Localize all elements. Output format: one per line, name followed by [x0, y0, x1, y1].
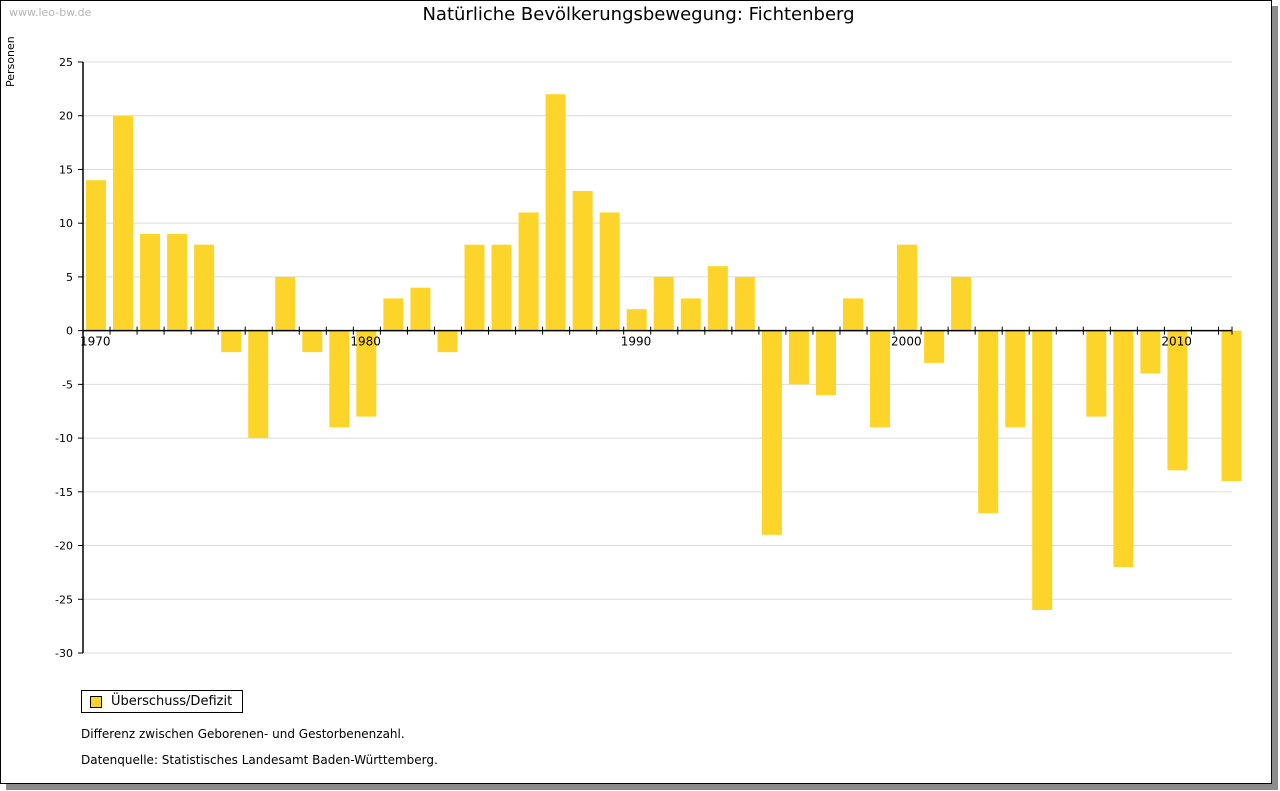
- y-tick-label: -30: [55, 647, 73, 660]
- y-tick-label: 25: [59, 56, 73, 69]
- bar-2009: [1140, 330, 1161, 374]
- bar-1972: [140, 233, 161, 331]
- bar-1974: [194, 244, 215, 331]
- y-tick-label: 10: [59, 217, 73, 230]
- x-tick-label: 2000: [891, 335, 922, 349]
- x-tick-label: 1990: [621, 335, 652, 349]
- y-tick-label: -5: [62, 378, 73, 391]
- bar-1975: [221, 330, 242, 353]
- bar-1987: [545, 94, 566, 331]
- bar-1996: [788, 330, 809, 385]
- bar-1998: [842, 298, 863, 331]
- y-tick-label: -25: [55, 593, 73, 606]
- chart-title: Natürliche Bevölkerungsbewegung: Fichten…: [422, 4, 855, 25]
- y-tick-label: 5: [66, 271, 73, 284]
- bar-1978: [302, 330, 323, 353]
- bar-2010: [1167, 330, 1188, 471]
- watermark: www.leo-bw.de: [9, 6, 92, 19]
- x-tick-label: 1980: [350, 335, 381, 349]
- legend: Überschuss/Defizit: [81, 690, 244, 713]
- bar-1982: [410, 287, 431, 331]
- bar-2004: [1005, 330, 1026, 428]
- bar-2001: [924, 330, 945, 363]
- y-tick-label: -10: [55, 432, 73, 445]
- bar-1992: [680, 298, 701, 331]
- bar-2002: [951, 276, 972, 331]
- bar-1997: [815, 330, 836, 396]
- bar-2000: [897, 244, 918, 331]
- y-tick-label: 0: [66, 325, 73, 338]
- bar-1979: [329, 330, 350, 428]
- x-tick-label: 2010: [1161, 335, 1192, 349]
- y-tick-label: 15: [59, 163, 73, 176]
- x-tick-label: 1970: [80, 335, 111, 349]
- legend-swatch: [90, 695, 102, 708]
- bar-2005: [1032, 330, 1053, 611]
- y-tick-label: -15: [55, 486, 73, 499]
- note-difference: Differenz zwischen Geborenen- und Gestor…: [81, 727, 405, 741]
- bar-1977: [275, 276, 296, 331]
- bar-1976: [248, 330, 269, 439]
- bar-2007: [1086, 330, 1107, 417]
- bar-1970: [86, 180, 106, 331]
- bar-1986: [518, 212, 539, 331]
- y-tick-label: -20: [55, 540, 73, 553]
- bar-1980: [356, 330, 377, 417]
- bar-1990: [626, 309, 647, 331]
- bar-1984: [464, 244, 485, 331]
- note-source: Datenquelle: Statistisches Landesamt Bad…: [81, 753, 438, 767]
- bar-2008: [1113, 330, 1134, 568]
- bar-1989: [599, 212, 620, 331]
- bar-1983: [437, 330, 458, 353]
- bar-1985: [491, 244, 512, 331]
- bar-1971: [113, 115, 134, 331]
- bar-1994: [734, 276, 755, 331]
- y-tick-label: 20: [59, 110, 73, 123]
- bar-1999: [870, 330, 891, 428]
- bar-1973: [167, 233, 188, 331]
- bar-1991: [653, 276, 674, 331]
- legend-label: Überschuss/Defizit: [111, 694, 233, 709]
- bar-1981: [383, 298, 404, 331]
- bar-2003: [978, 330, 999, 514]
- bar-1988: [572, 190, 593, 331]
- bar-1993: [707, 266, 728, 331]
- bar-2012: [1221, 330, 1242, 482]
- bar-1995: [761, 330, 782, 535]
